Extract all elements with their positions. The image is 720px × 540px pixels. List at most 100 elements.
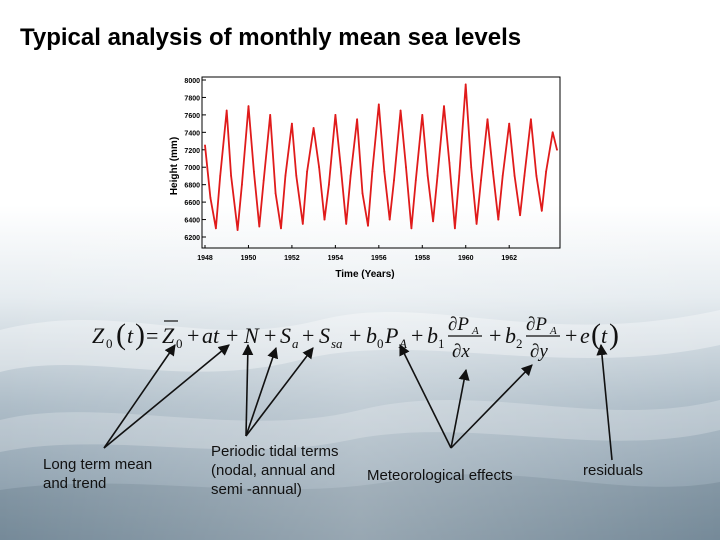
data-point (436, 175, 439, 177)
label-periodic-tidal: Periodic tidal terms (nodal, annual and … (211, 443, 339, 498)
svg-text:=: = (146, 323, 158, 348)
data-point (236, 229, 239, 231)
data-point (393, 179, 395, 182)
data-point (301, 223, 304, 225)
data-point (323, 218, 326, 221)
svg-text:∂x: ∂x (452, 341, 470, 362)
y-tick-label: 7800 (184, 95, 200, 102)
svg-text:b: b (427, 323, 438, 348)
data-point (318, 166, 320, 169)
data-point (230, 175, 233, 177)
data-point (209, 196, 212, 199)
data-point (523, 175, 526, 177)
y-tick-label: 6400 (184, 218, 200, 225)
y-tick-label: 7200 (184, 148, 200, 155)
svg-text:∂y: ∂y (530, 341, 548, 362)
data-point (551, 131, 554, 134)
svg-text:): ) (609, 318, 619, 351)
data-point (556, 148, 558, 151)
data-point (421, 114, 424, 116)
data-point (545, 170, 547, 173)
svg-text:+: + (489, 323, 501, 348)
svg-text:at: at (202, 323, 220, 348)
chart-series (204, 83, 558, 231)
data-point (328, 183, 330, 186)
y-tick-label: 7400 (184, 130, 200, 137)
svg-text:S: S (280, 323, 291, 348)
data-point (464, 83, 467, 86)
data-point (306, 170, 308, 173)
svg-text:+: + (226, 323, 238, 348)
y-tick-label: 8000 (184, 78, 200, 85)
data-point (219, 175, 222, 177)
data-point (426, 175, 429, 177)
data-point (458, 175, 461, 177)
svg-text:∂P: ∂P (526, 314, 547, 335)
data-point (383, 170, 386, 173)
data-point (399, 109, 402, 112)
svg-text:0: 0 (106, 336, 113, 351)
x-tick-label: 1948 (197, 255, 213, 262)
svg-text:(: ( (116, 318, 126, 351)
data-point (470, 166, 473, 169)
svg-text:e: e (580, 323, 590, 348)
x-tick-label: 1958 (414, 255, 430, 262)
svg-text:N: N (243, 323, 260, 348)
data-point (519, 214, 521, 217)
y-axis-label: Height (mm) (169, 137, 180, 195)
svg-text:1: 1 (438, 336, 445, 351)
data-point (361, 192, 364, 195)
data-point (475, 223, 478, 225)
svg-text:t: t (601, 323, 608, 348)
label-long-term-trend: Long term mean and trend (43, 456, 153, 492)
y-tick-label: 6800 (184, 183, 200, 190)
slide-title: Typical analysis of monthly mean sea lev… (20, 24, 522, 51)
data-point (291, 122, 293, 125)
svg-text:): ) (135, 318, 145, 351)
data-point (480, 179, 482, 182)
data-point (513, 175, 516, 177)
svg-text:+: + (565, 323, 577, 348)
svg-text:b: b (366, 323, 377, 348)
series-line-monthly-mean-sea-level (204, 83, 558, 231)
x-tick-label: 1956 (371, 255, 387, 262)
data-point (410, 227, 413, 230)
svg-text:b: b (505, 323, 516, 348)
label-meteorological: Meteorological effects (367, 467, 513, 484)
plot-frame (201, 76, 561, 249)
data-point (414, 179, 417, 182)
data-point (312, 127, 315, 129)
data-point (334, 114, 337, 116)
data-point (535, 175, 538, 177)
data-point (405, 166, 407, 169)
x-tick-label: 1962 (501, 255, 517, 262)
data-point (253, 170, 255, 173)
data-point (443, 105, 445, 108)
data-point (284, 175, 287, 177)
svg-text:a: a (292, 336, 299, 351)
data-point (258, 225, 261, 228)
data-point (356, 118, 358, 121)
svg-text:2: 2 (516, 336, 523, 351)
data-point (349, 175, 352, 177)
data-point (492, 170, 494, 173)
data-point (367, 224, 369, 227)
data-point (295, 175, 298, 177)
data-point (540, 209, 543, 212)
data-point (215, 227, 217, 230)
data-point (280, 227, 282, 230)
x-tick-label: 1952 (284, 255, 300, 262)
svg-text:A: A (398, 336, 407, 351)
y-tick-label: 6600 (184, 200, 200, 207)
y-tick-label: 7600 (184, 113, 200, 120)
svg-text:Z: Z (162, 323, 175, 348)
svg-text:A: A (549, 325, 557, 337)
decomposition-equation: Z 0 ( t ) = Z 0 + at + N + S a + S sa + … (92, 314, 619, 362)
x-axis-label: Time (Years) (335, 269, 394, 280)
svg-text:(: ( (591, 318, 601, 351)
data-point (204, 144, 206, 147)
svg-text:+: + (187, 323, 199, 348)
data-point (269, 114, 272, 116)
svg-text:+: + (411, 323, 423, 348)
